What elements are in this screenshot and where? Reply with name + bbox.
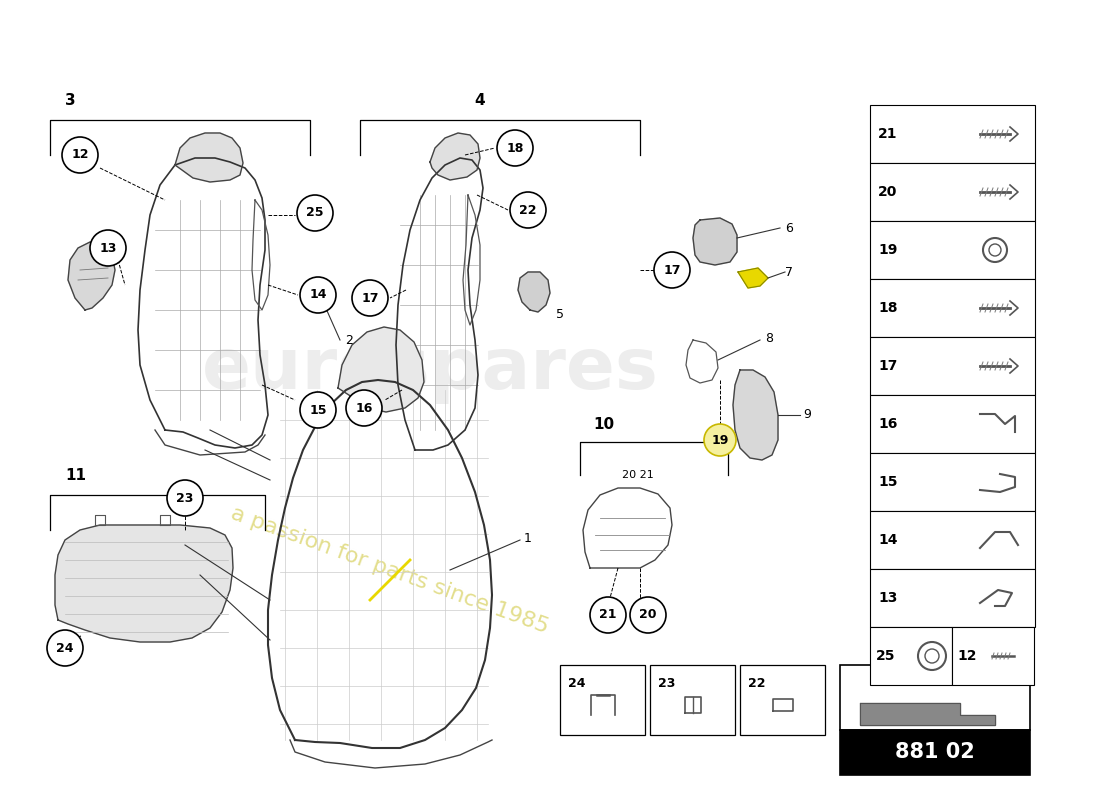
Text: 2: 2	[345, 334, 353, 346]
Text: 4: 4	[475, 93, 485, 108]
Bar	[740, 665, 825, 735]
Text: 17: 17	[663, 263, 681, 277]
Circle shape	[167, 480, 204, 516]
Text: 15: 15	[309, 403, 327, 417]
Bar	[870, 163, 1035, 221]
Bar	[870, 337, 1035, 395]
Polygon shape	[430, 133, 480, 180]
Text: 5: 5	[556, 309, 564, 322]
Text: 17: 17	[361, 291, 378, 305]
Text: 24: 24	[568, 677, 585, 690]
Circle shape	[62, 137, 98, 173]
Bar	[840, 730, 1030, 775]
Text: 22: 22	[748, 677, 766, 690]
Text: 20: 20	[878, 185, 898, 199]
Bar	[560, 665, 645, 735]
Circle shape	[346, 390, 382, 426]
Circle shape	[704, 424, 736, 456]
Text: 18: 18	[878, 301, 898, 315]
Bar	[870, 105, 1035, 163]
Text: 19: 19	[878, 243, 898, 257]
Text: 16: 16	[355, 402, 373, 414]
Polygon shape	[733, 370, 778, 460]
Text: 13: 13	[878, 591, 898, 605]
Polygon shape	[860, 703, 996, 725]
Text: 23: 23	[658, 677, 675, 690]
Bar	[650, 665, 735, 735]
Text: 20: 20	[639, 609, 657, 622]
Circle shape	[497, 130, 534, 166]
Circle shape	[983, 238, 1006, 262]
Text: 881 02: 881 02	[895, 742, 975, 762]
Text: 23: 23	[176, 491, 194, 505]
Text: 14: 14	[309, 289, 327, 302]
Circle shape	[297, 195, 333, 231]
Text: 12: 12	[72, 149, 89, 162]
Polygon shape	[68, 242, 116, 310]
Bar	[870, 221, 1035, 279]
Text: 1: 1	[524, 531, 532, 545]
Polygon shape	[338, 327, 424, 412]
Polygon shape	[518, 272, 550, 312]
Bar	[840, 665, 1030, 730]
Text: 14: 14	[878, 533, 898, 547]
Circle shape	[352, 280, 388, 316]
Circle shape	[918, 642, 946, 670]
Text: 7: 7	[785, 266, 793, 278]
Circle shape	[925, 649, 939, 663]
Text: 9: 9	[803, 409, 811, 422]
Text: a passion for parts since 1985: a passion for parts since 1985	[229, 503, 552, 637]
Bar	[870, 453, 1035, 511]
Bar	[870, 627, 952, 685]
Text: 15: 15	[878, 475, 898, 489]
Circle shape	[630, 597, 666, 633]
Text: 21: 21	[878, 127, 898, 141]
Text: 12: 12	[957, 649, 977, 663]
Polygon shape	[175, 133, 243, 182]
Circle shape	[590, 597, 626, 633]
Text: 20 21: 20 21	[623, 470, 653, 480]
Text: eurospares: eurospares	[201, 335, 659, 405]
Text: 3: 3	[65, 93, 76, 108]
Bar	[870, 279, 1035, 337]
Circle shape	[300, 392, 336, 428]
Text: 24: 24	[56, 642, 74, 654]
Circle shape	[47, 630, 82, 666]
Text: 22: 22	[519, 203, 537, 217]
Polygon shape	[693, 218, 737, 265]
Text: 8: 8	[764, 331, 773, 345]
Text: 25: 25	[876, 649, 895, 663]
Text: 18: 18	[506, 142, 524, 154]
Bar	[870, 511, 1035, 569]
Text: 11: 11	[65, 468, 86, 483]
Circle shape	[989, 244, 1001, 256]
Polygon shape	[738, 268, 768, 288]
Circle shape	[510, 192, 546, 228]
Bar	[870, 569, 1035, 627]
Circle shape	[654, 252, 690, 288]
Circle shape	[90, 230, 126, 266]
Circle shape	[300, 277, 336, 313]
Text: 10: 10	[593, 417, 614, 432]
Bar	[870, 395, 1035, 453]
Text: 13: 13	[99, 242, 117, 254]
Text: 25: 25	[306, 206, 323, 219]
Polygon shape	[55, 525, 233, 642]
Text: 17: 17	[878, 359, 898, 373]
Text: 21: 21	[600, 609, 617, 622]
Text: 6: 6	[785, 222, 793, 234]
Text: 16: 16	[878, 417, 898, 431]
Text: 19: 19	[712, 434, 728, 446]
Bar	[952, 627, 1034, 685]
